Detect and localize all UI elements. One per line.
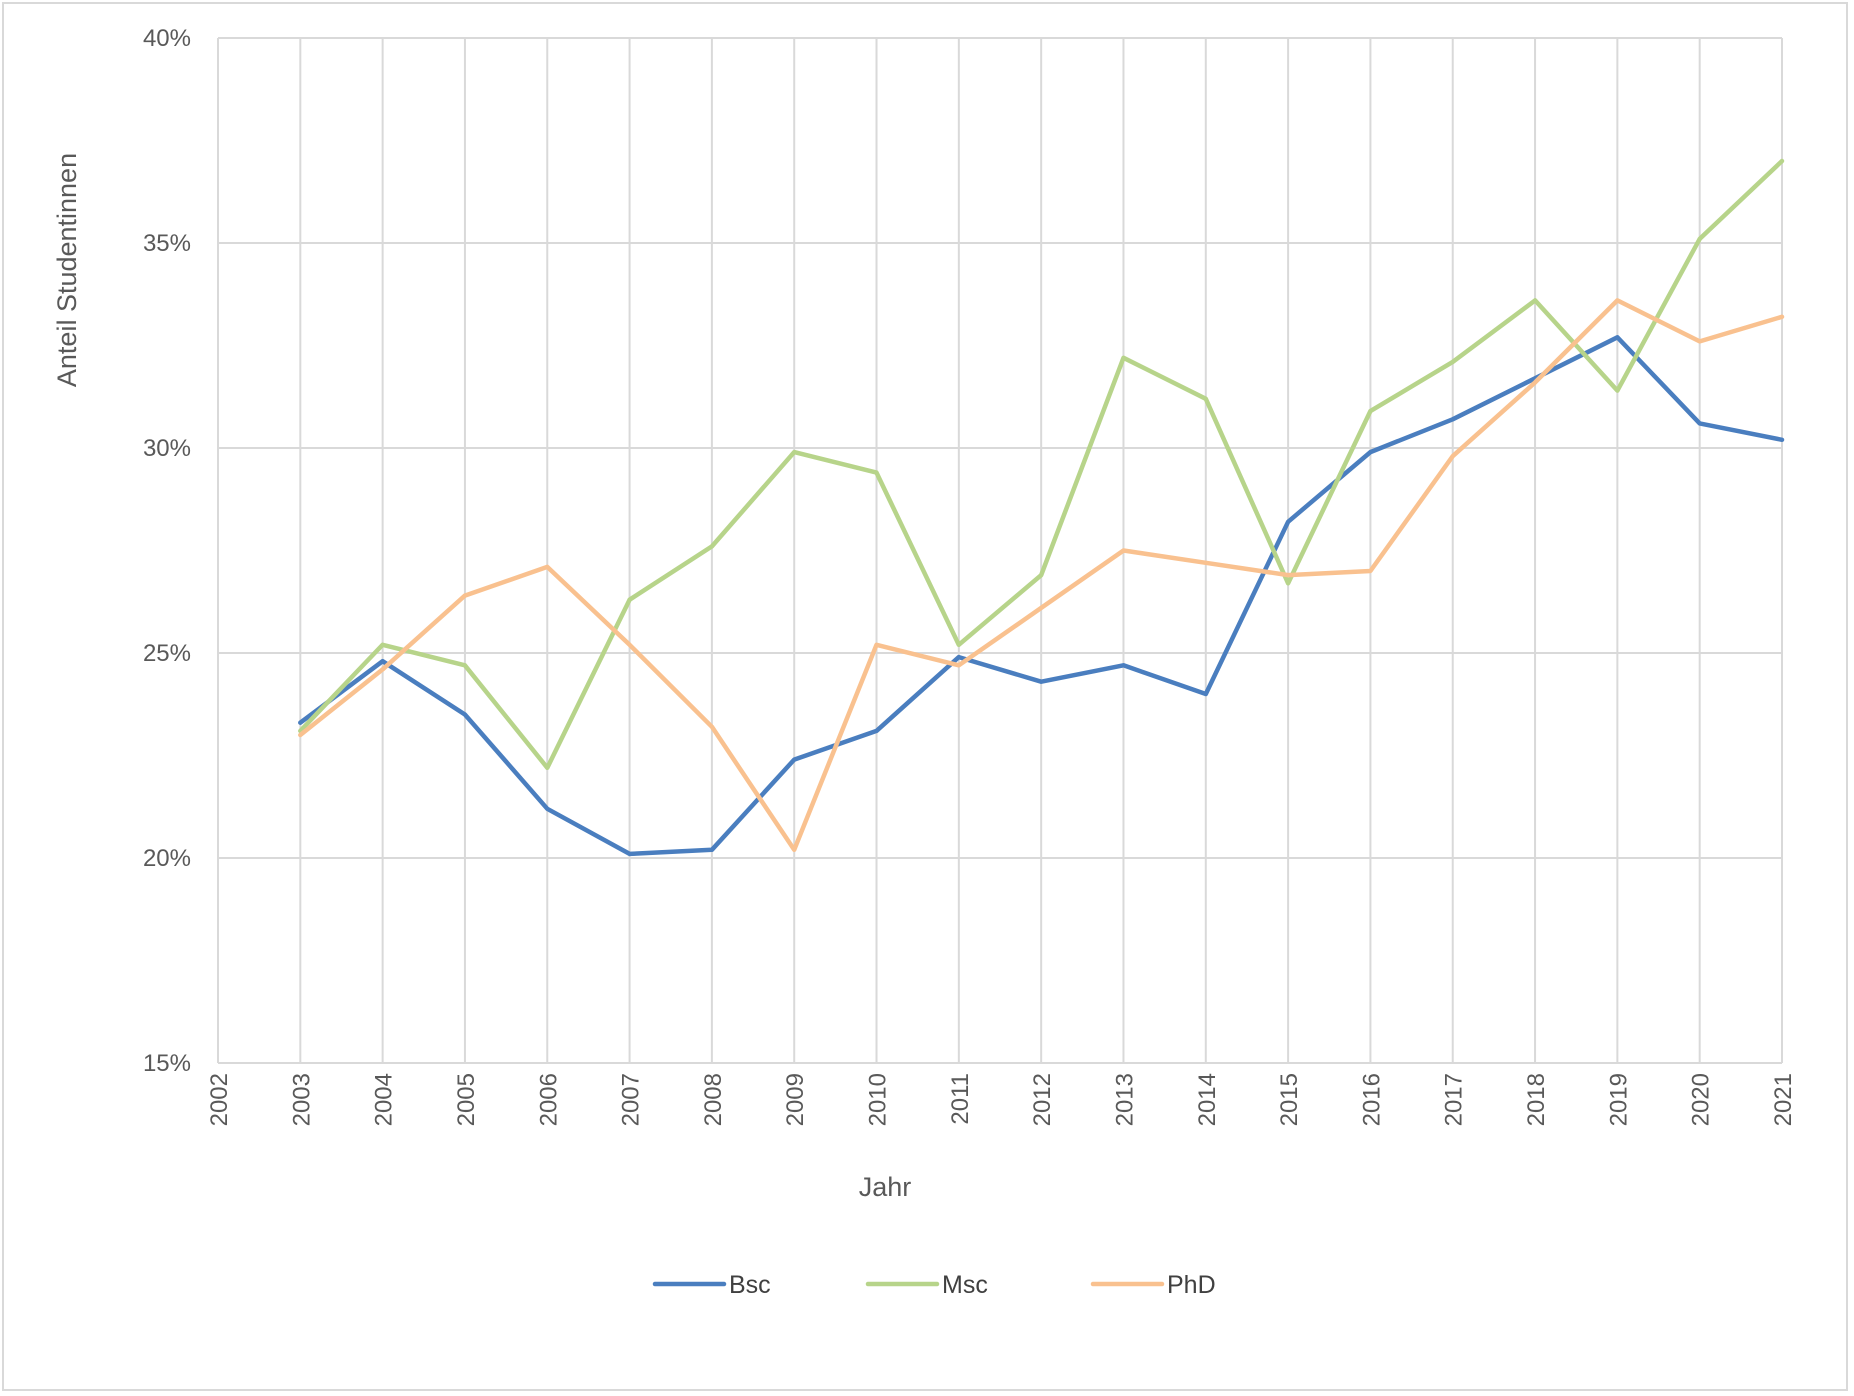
x-tick-label: 2019 <box>1605 1073 1632 1126</box>
legend-label-phd: PhD <box>1167 1271 1216 1299</box>
x-tick-label: 2011 <box>947 1073 974 1125</box>
series-lines <box>298 158 1785 857</box>
series-line-msc <box>298 158 1785 771</box>
x-tick-label: 2002 <box>206 1073 233 1126</box>
x-tick-label: 2021 <box>1770 1073 1797 1126</box>
x-axis-title: Jahr <box>859 1172 912 1202</box>
x-tick-label: 2012 <box>1029 1073 1056 1126</box>
y-tick-label: 40% <box>143 25 191 52</box>
series-line-phd <box>298 298 1785 853</box>
x-tick-label: 2009 <box>782 1073 809 1126</box>
y-axis-title: Anteil Studentinnen <box>52 153 82 387</box>
y-tick-labels: 15% 20% 25% 30% 35% 40% <box>143 25 191 1077</box>
x-tick-label: 2005 <box>453 1073 480 1126</box>
x-tick-label: 2003 <box>288 1073 315 1126</box>
y-tick-label: 25% <box>143 640 191 667</box>
x-tick-label: 2008 <box>700 1073 727 1126</box>
x-tick-label: 2006 <box>535 1073 562 1126</box>
x-tick-label: 2013 <box>1111 1073 1138 1126</box>
y-tick-label: 20% <box>143 845 191 872</box>
x-tick-label: 2010 <box>865 1073 892 1126</box>
legend-label-bsc: Bsc <box>729 1271 771 1299</box>
x-tick-label: 2004 <box>371 1073 398 1126</box>
legend: Bsc Msc PhD <box>652 1271 1216 1299</box>
series-line-bsc <box>298 335 1785 857</box>
x-tick-label: 2017 <box>1441 1073 1468 1126</box>
x-tick-label: 2014 <box>1194 1073 1221 1126</box>
x-tick-label: 2007 <box>618 1073 645 1126</box>
legend-label-msc: Msc <box>942 1271 988 1299</box>
x-tick-label: 2018 <box>1523 1073 1550 1126</box>
y-tick-label: 15% <box>143 1050 191 1077</box>
y-tick-label: 30% <box>143 435 191 462</box>
x-tick-label: 2015 <box>1276 1073 1303 1126</box>
x-tick-labels: 2002 2003 2004 2005 2006 2007 2008 2009 2010 2011… <box>206 1073 1797 1126</box>
x-tick-label: 2020 <box>1688 1073 1715 1126</box>
x-tick-label: 2016 <box>1358 1073 1385 1126</box>
y-tick-label: 35% <box>143 230 191 257</box>
grid-lines <box>217 37 1783 1064</box>
